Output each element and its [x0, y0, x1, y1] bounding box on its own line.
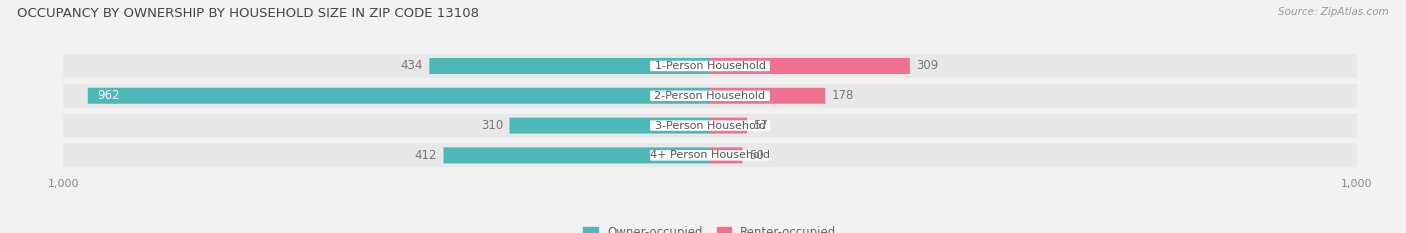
FancyBboxPatch shape: [63, 84, 1357, 108]
Text: 1-Person Household: 1-Person Household: [655, 61, 765, 71]
Text: 310: 310: [481, 119, 503, 132]
FancyBboxPatch shape: [509, 118, 710, 134]
Text: 2-Person Household: 2-Person Household: [654, 91, 766, 101]
Legend: Owner-occupied, Renter-occupied: Owner-occupied, Renter-occupied: [583, 226, 837, 233]
Text: 3-Person Household: 3-Person Household: [655, 120, 765, 130]
FancyBboxPatch shape: [710, 147, 742, 163]
FancyBboxPatch shape: [63, 54, 1357, 78]
FancyBboxPatch shape: [63, 114, 1357, 137]
Text: 4+ Person Household: 4+ Person Household: [650, 150, 770, 160]
Text: 50: 50: [749, 149, 763, 162]
Text: 412: 412: [415, 149, 437, 162]
FancyBboxPatch shape: [63, 144, 1357, 167]
Text: 57: 57: [754, 119, 768, 132]
Text: OCCUPANCY BY OWNERSHIP BY HOUSEHOLD SIZE IN ZIP CODE 13108: OCCUPANCY BY OWNERSHIP BY HOUSEHOLD SIZE…: [17, 7, 479, 20]
Text: 962: 962: [97, 89, 120, 102]
Text: 434: 434: [401, 59, 423, 72]
Text: 309: 309: [917, 59, 939, 72]
Text: Source: ZipAtlas.com: Source: ZipAtlas.com: [1278, 7, 1389, 17]
FancyBboxPatch shape: [650, 61, 770, 71]
FancyBboxPatch shape: [710, 88, 825, 104]
FancyBboxPatch shape: [650, 120, 770, 131]
FancyBboxPatch shape: [443, 147, 710, 163]
FancyBboxPatch shape: [87, 88, 710, 104]
FancyBboxPatch shape: [710, 58, 910, 74]
FancyBboxPatch shape: [710, 118, 747, 134]
FancyBboxPatch shape: [650, 150, 770, 161]
Text: 178: 178: [831, 89, 853, 102]
FancyBboxPatch shape: [650, 91, 770, 101]
FancyBboxPatch shape: [429, 58, 710, 74]
